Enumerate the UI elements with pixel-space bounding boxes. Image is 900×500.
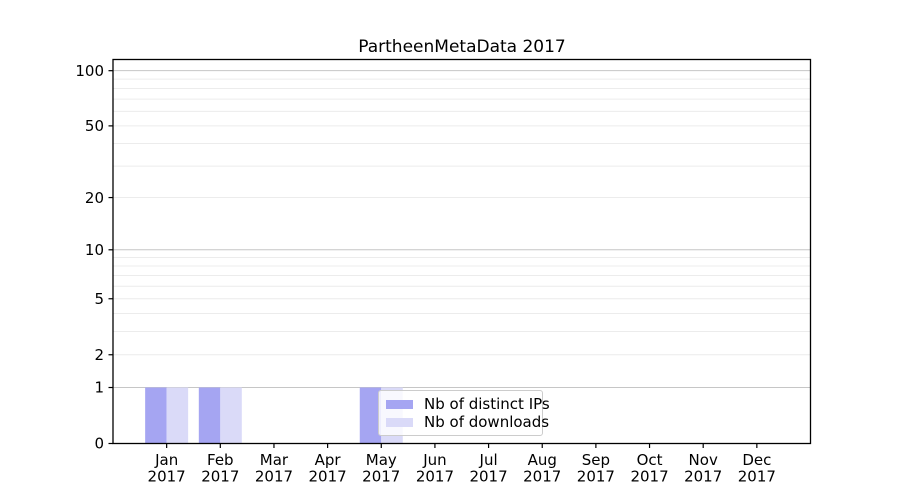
x-tick-label-year-aug: 2017 (523, 468, 561, 486)
x-tick-label-month-jun: Jun (422, 451, 446, 469)
bar-distinct-ips-feb (198, 387, 221, 444)
y-tick-label-10: 10 (85, 241, 104, 259)
x-tick-label-year-jun: 2017 (416, 468, 454, 486)
y-tick-label-5: 5 (94, 290, 104, 308)
bar-distinct-ips-jan (145, 387, 167, 444)
chart-title: PartheenMetaData 2017 (358, 37, 566, 57)
x-tick-label-month-sep: Sep (582, 451, 610, 469)
y-tick-label-20: 20 (85, 189, 104, 207)
x-tick-label-month-feb: Feb (207, 451, 234, 469)
bar-downloads-jan (166, 387, 189, 444)
legend-swatch-distinct-ips-icon (386, 399, 413, 409)
bar-distinct-ips-may (359, 387, 382, 444)
legend-swatch-downloads-icon (386, 417, 413, 427)
x-tick-label-year-sep: 2017 (577, 468, 615, 486)
x-tick-label-year-mar: 2017 (255, 468, 293, 486)
x-tick-label-year-may: 2017 (362, 468, 400, 486)
x-tick-label-year-jul: 2017 (469, 468, 507, 486)
x-tick-label-month-aug: Aug (528, 451, 557, 469)
x-tick-label-year-jan: 2017 (148, 468, 186, 486)
x-tick-label-month-may: May (366, 451, 397, 469)
x-tick-label-month-apr: Apr (315, 451, 342, 469)
x-tick-label-month-mar: Mar (260, 451, 289, 469)
y-tick-label-50: 50 (85, 117, 104, 135)
x-tick-label-year-dec: 2017 (738, 468, 776, 486)
x-tick-label-month-dec: Dec (742, 451, 771, 469)
legend-item-downloads: Nb of downloads (386, 413, 549, 431)
x-tick-label-year-feb: 2017 (201, 468, 239, 486)
legend: Nb of distinct IPs Nb of downloads (378, 390, 550, 436)
x-tick-label-month-jul: Jul (479, 451, 498, 469)
plot-frame (112, 58, 812, 445)
y-tick-label-2: 2 (94, 346, 104, 364)
legend-item-distinct-ips: Nb of distinct IPs (386, 395, 550, 413)
y-tick-label-100: 100 (75, 62, 104, 80)
y-tick-label-0: 0 (94, 435, 104, 453)
x-tick-label-year-apr: 2017 (309, 468, 347, 486)
x-tick-label-year-oct: 2017 (630, 468, 668, 486)
legend-label-distinct-ips: Nb of distinct IPs (424, 395, 550, 413)
x-tick-label-month-jan: Jan (154, 451, 178, 469)
legend-label-downloads: Nb of downloads (424, 413, 550, 431)
bar-downloads-feb (220, 387, 242, 444)
x-tick-label-month-oct: Oct (637, 451, 663, 469)
y-tick-label-1: 1 (94, 379, 104, 397)
x-tick-label-month-nov: Nov (689, 451, 718, 469)
x-tick-label-year-nov: 2017 (684, 468, 722, 486)
